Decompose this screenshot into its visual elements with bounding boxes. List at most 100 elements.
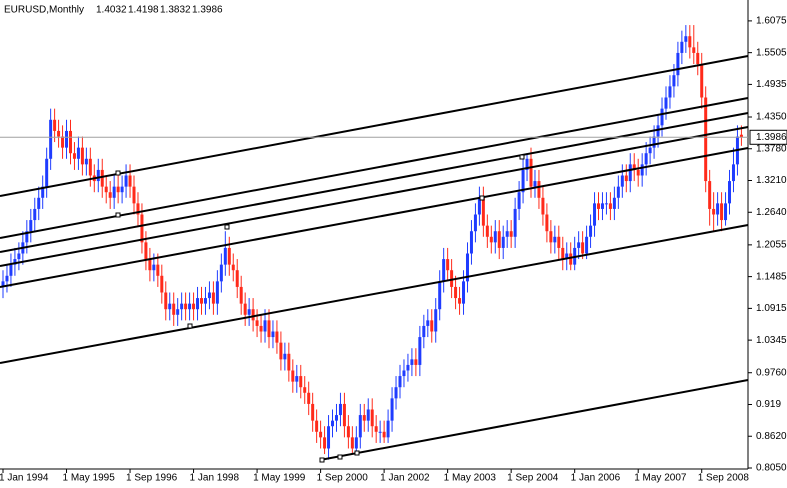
candle-body	[430, 320, 434, 332]
candle-body	[442, 259, 446, 282]
trend-line	[319, 379, 749, 461]
line-anchor	[187, 323, 193, 329]
candle-body	[640, 164, 644, 176]
candle-body	[180, 303, 184, 310]
candle-body	[664, 97, 668, 109]
candle-body	[13, 259, 17, 265]
candle-body	[25, 231, 29, 243]
candle-body	[354, 437, 358, 449]
candle-body	[600, 203, 604, 209]
x-tick-label: 1 Sep 2008	[698, 473, 750, 484]
candle-body	[346, 426, 350, 438]
candle-body	[537, 181, 541, 198]
candle-body	[517, 192, 521, 209]
candle-body	[172, 303, 176, 315]
candle-body	[708, 181, 712, 209]
candle-body	[215, 281, 219, 304]
candle-body	[200, 298, 203, 304]
candle-body	[168, 303, 172, 310]
candle-body	[390, 398, 394, 421]
line-anchor	[224, 224, 230, 230]
candle-body	[362, 415, 366, 421]
candle-body	[57, 130, 61, 137]
candle-body	[465, 253, 469, 282]
candle-body	[323, 437, 327, 449]
candle-body	[628, 164, 632, 182]
trend-line	[0, 55, 749, 197]
candle-body	[700, 64, 704, 98]
trend-line	[0, 224, 749, 364]
candle-body	[358, 415, 362, 438]
candle-body	[648, 147, 652, 154]
candle-body	[426, 320, 430, 326]
candle-body	[211, 292, 215, 304]
candle-body	[80, 147, 84, 165]
candle-body	[696, 52, 700, 65]
candle-body	[17, 253, 21, 260]
candle-body	[410, 359, 414, 365]
candle-body	[597, 203, 600, 209]
y-tick-label: 1.6075	[756, 16, 787, 27]
candle-body	[533, 181, 537, 187]
candle-body	[406, 364, 410, 371]
candle-body	[271, 331, 275, 338]
candle-body	[509, 231, 513, 237]
candle-body	[29, 220, 33, 232]
candle-body	[76, 147, 80, 159]
candle-body	[676, 52, 680, 76]
candle-body	[374, 426, 378, 432]
x-tick-label: 1 Sep 2004	[507, 473, 559, 484]
price-label: 1.3986	[756, 132, 787, 143]
candle-body	[414, 359, 418, 365]
candle-body	[402, 370, 406, 377]
x-tick-label: 1 Jan 1994	[0, 473, 49, 484]
y-tick-label: 1.4935	[756, 79, 787, 90]
candle-body	[616, 186, 620, 198]
line-anchor	[354, 450, 360, 456]
candle-body	[239, 286, 243, 304]
candle-body	[45, 158, 49, 187]
candle-body	[176, 309, 180, 315]
candle-body	[716, 203, 720, 215]
candle-body	[608, 203, 612, 209]
x-tick-label: 1 May 2007	[634, 473, 687, 484]
y-tick-label: 0.8620	[756, 431, 787, 442]
candle-body	[255, 320, 259, 326]
candle-body	[513, 208, 517, 237]
candle-body	[501, 236, 505, 248]
candle-body	[652, 136, 656, 148]
candle-body	[223, 247, 227, 265]
candle-body	[656, 125, 660, 137]
candle-body	[84, 158, 88, 165]
candle-body	[485, 225, 489, 237]
candle-body	[247, 309, 251, 315]
candle-body	[724, 203, 728, 221]
candle-body	[382, 431, 386, 438]
line-anchor	[519, 154, 525, 160]
x-tick-label: 1 Sep 1996	[126, 473, 178, 484]
ohlc-high: 1.4198	[128, 5, 159, 16]
trend-line	[0, 126, 749, 267]
candle-body	[458, 298, 462, 304]
candle-body	[569, 253, 573, 265]
y-tick-label: 1.1485	[756, 271, 787, 282]
candle-body	[203, 298, 207, 304]
candle-body	[334, 415, 338, 421]
candle-body	[100, 169, 104, 187]
candle-body	[156, 264, 160, 276]
candle-body	[493, 231, 497, 243]
x-tick-label: 1 Jan 1998	[190, 473, 240, 484]
candle-body	[370, 409, 374, 427]
candle-body	[219, 264, 223, 282]
candle-body	[473, 214, 477, 232]
price-box	[749, 129, 787, 145]
candle-body	[184, 303, 188, 310]
candle-body	[295, 376, 299, 382]
candle-body	[672, 75, 676, 87]
candle-body	[49, 119, 53, 159]
y-tick-label: 0.9760	[756, 367, 787, 378]
candle-body	[545, 214, 549, 232]
candle-body	[196, 298, 200, 310]
x-tick-label: 1 May 2003	[444, 473, 497, 484]
candle-body	[72, 153, 76, 159]
